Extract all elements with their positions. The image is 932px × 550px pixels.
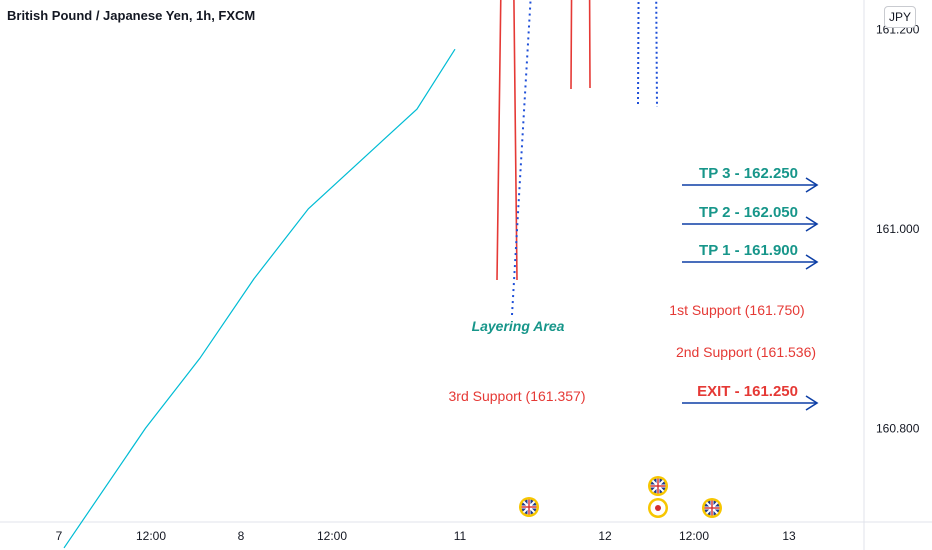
- support-1-label: 1st Support (161.750): [669, 302, 804, 318]
- exit-label: EXIT - 161.250: [697, 383, 798, 400]
- tp-3-arrowhead: [805, 177, 819, 193]
- moving-average-line: [63, 48, 456, 549]
- japan-flag-sun: [655, 505, 661, 511]
- tp-3-label: TP 3 - 162.250: [699, 165, 798, 182]
- layering-path-arrowhead: [637, 0, 658, 108]
- bullish-path-arrowhead-high: [570, 0, 591, 90]
- uk-flag-event-1[interactable]: [519, 497, 539, 517]
- tp-1-label: TP 1 - 161.900: [699, 242, 798, 259]
- price-tick-label: 161.000: [876, 222, 920, 236]
- time-tick-label: 12:00: [317, 529, 347, 543]
- chart-title: British Pound / Japanese Yen, 1h, FXCM: [7, 8, 255, 23]
- uk-flag-event-3[interactable]: [702, 498, 722, 518]
- time-tick-label: 11: [454, 529, 467, 543]
- uk-flag-event-2[interactable]: [648, 476, 668, 496]
- time-tick-label: 13: [782, 529, 796, 543]
- currency-button[interactable]: JPY: [884, 6, 916, 28]
- jp-flag-event[interactable]: [648, 498, 668, 518]
- layering-area-label: Layering Area: [472, 318, 565, 334]
- tp-1-arrowhead: [805, 254, 819, 270]
- time-tick-label: 12:00: [136, 529, 166, 543]
- price-tick-label: 160.800: [876, 421, 920, 435]
- tp-2-arrowhead: [805, 216, 819, 232]
- time-tick-label: 12:00: [679, 529, 709, 543]
- time-tick-label: 8: [238, 529, 245, 543]
- time-tick-label: 7: [56, 529, 63, 543]
- support-2-label: 2nd Support (161.536): [676, 344, 816, 360]
- time-tick-label: 12: [598, 529, 612, 543]
- support-3-label: 3rd Support (161.357): [449, 388, 586, 404]
- tp-2-label: TP 2 - 162.050: [699, 204, 798, 221]
- exit-arrowhead: [805, 395, 819, 411]
- layering-path-line: [511, 0, 532, 316]
- bullish-path-arrowhead-low: [496, 0, 518, 281]
